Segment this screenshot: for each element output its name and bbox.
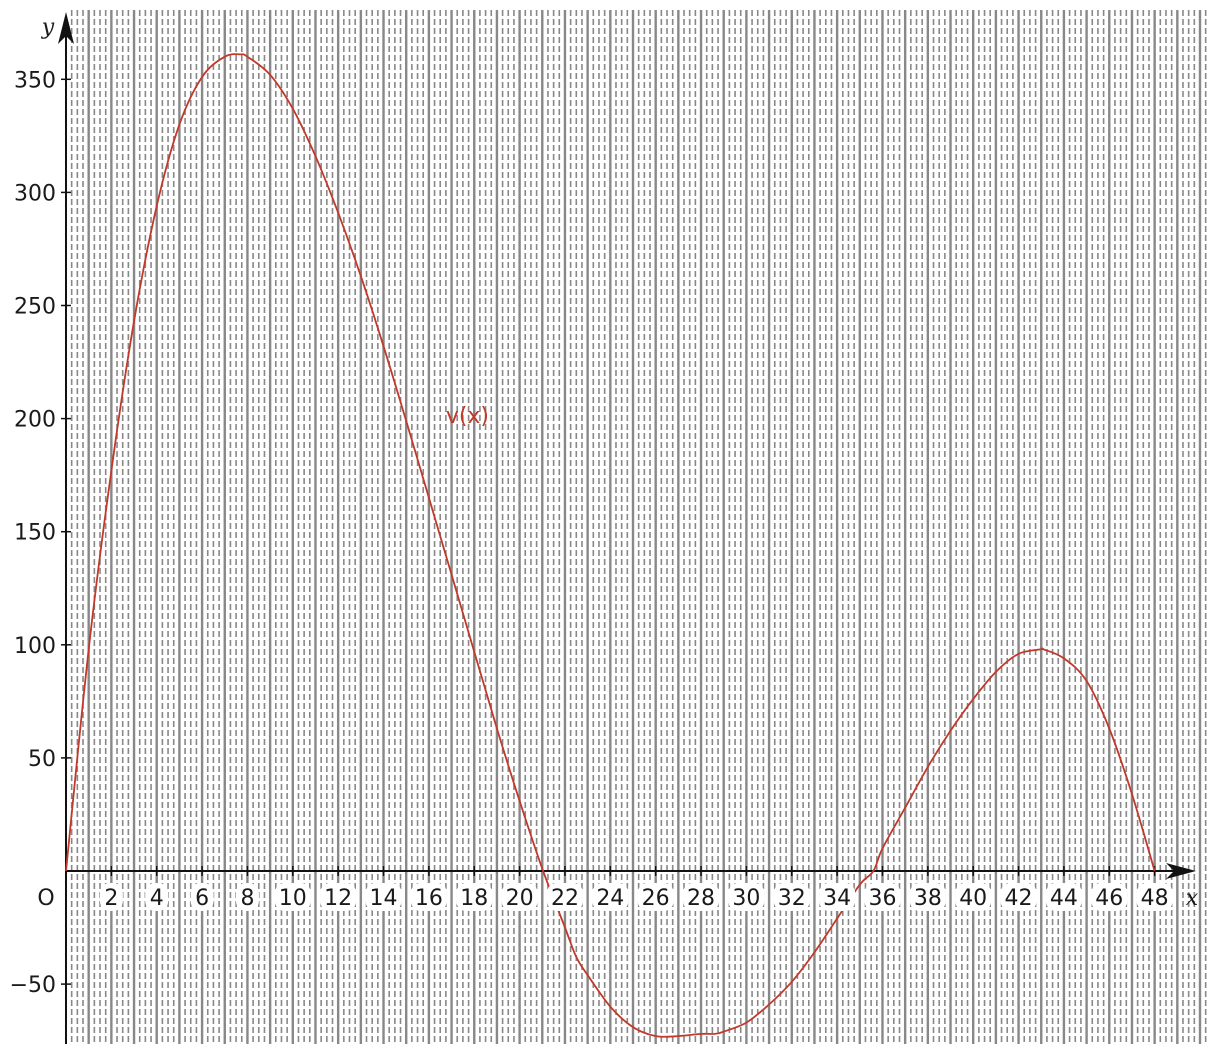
x-tick-label-background <box>637 883 674 911</box>
y-tick-label: 300 <box>14 181 56 206</box>
x-tick-label-background <box>145 883 169 911</box>
x-tick-label-background <box>235 883 259 911</box>
y-tick-label: 150 <box>14 521 56 546</box>
x-tick-label: 44 <box>1050 886 1078 911</box>
label-layer: 2 4 6 8 10 12 14 16 18 20 22 24 26 28 30 32 34 36 38 40 42 44… <box>10 15 1199 998</box>
x-tick-label: 46 <box>1095 886 1123 911</box>
x-tick-label-background <box>1136 883 1173 911</box>
x-tick-label: 20 <box>506 886 534 911</box>
x-tick-label-background <box>501 883 538 911</box>
origin-label: O <box>37 886 54 911</box>
y-tick-label: 250 <box>14 295 56 320</box>
x-tick-label: 26 <box>642 886 670 911</box>
x-tick-label: 38 <box>914 886 942 911</box>
x-tick-label-background <box>683 883 720 911</box>
axes <box>58 12 1196 1044</box>
x-tick-label-background <box>1091 883 1128 911</box>
x-tick-label: 4 <box>150 886 164 911</box>
x-tick-label-background <box>410 883 447 911</box>
x-tick-label: 30 <box>732 886 760 911</box>
x-axis-label: x <box>1186 886 1199 911</box>
x-tick-label-background <box>190 883 214 911</box>
x-tick-label-background <box>909 883 946 911</box>
x-tick-label: 32 <box>778 886 806 911</box>
x-tick-label: 40 <box>959 886 987 911</box>
y-axis-label: y <box>41 15 55 40</box>
x-tick-label-background <box>546 883 583 911</box>
x-tick-label: 48 <box>1141 886 1169 911</box>
x-tick-label-background <box>955 883 992 911</box>
x-tick-label: 24 <box>596 886 624 911</box>
x-tick-label-background <box>365 883 402 911</box>
x-tick-label: 10 <box>279 886 307 911</box>
x-tick-label: 18 <box>460 886 488 911</box>
x-tick-label: 42 <box>1005 886 1033 911</box>
x-tick-label-background <box>728 883 765 911</box>
x-tick-label-background <box>456 883 493 911</box>
x-tick-label: 12 <box>324 886 352 911</box>
x-tick-label: 28 <box>687 886 715 911</box>
y-tick-label: 100 <box>14 634 56 659</box>
x-tick-label: 22 <box>551 886 579 911</box>
x-tick-label: 16 <box>415 886 443 911</box>
x-tick-label-background <box>773 883 810 911</box>
x-tick-label-background <box>274 883 311 911</box>
x-tick-label-background <box>819 883 856 911</box>
x-tick-label-background <box>99 883 123 911</box>
x-tick-label: 36 <box>868 886 896 911</box>
y-tick-label: 50 <box>28 747 56 772</box>
x-tick-label: 8 <box>240 886 254 911</box>
x-tick-label-background <box>1045 883 1082 911</box>
y-tick-label: 200 <box>14 408 56 433</box>
x-tick-label: 14 <box>370 886 398 911</box>
y-tick-label: −50 <box>10 973 56 998</box>
series-line-v <box>65 53 1156 1038</box>
series-label-v: v(x) <box>446 404 489 429</box>
x-axis-arrow-icon <box>1166 863 1196 879</box>
y-axis-arrow-icon <box>58 12 74 44</box>
x-tick-label: 2 <box>104 886 118 911</box>
x-tick-label-background <box>320 883 357 911</box>
x-tick-label-background <box>592 883 629 911</box>
x-tick-label: 34 <box>823 886 851 911</box>
x-tick-label-background <box>864 883 901 911</box>
x-tick-label: 6 <box>195 886 209 911</box>
x-tick-label-background <box>1000 883 1037 911</box>
y-tick-label: 350 <box>14 68 56 93</box>
series-layer <box>65 53 1156 1038</box>
